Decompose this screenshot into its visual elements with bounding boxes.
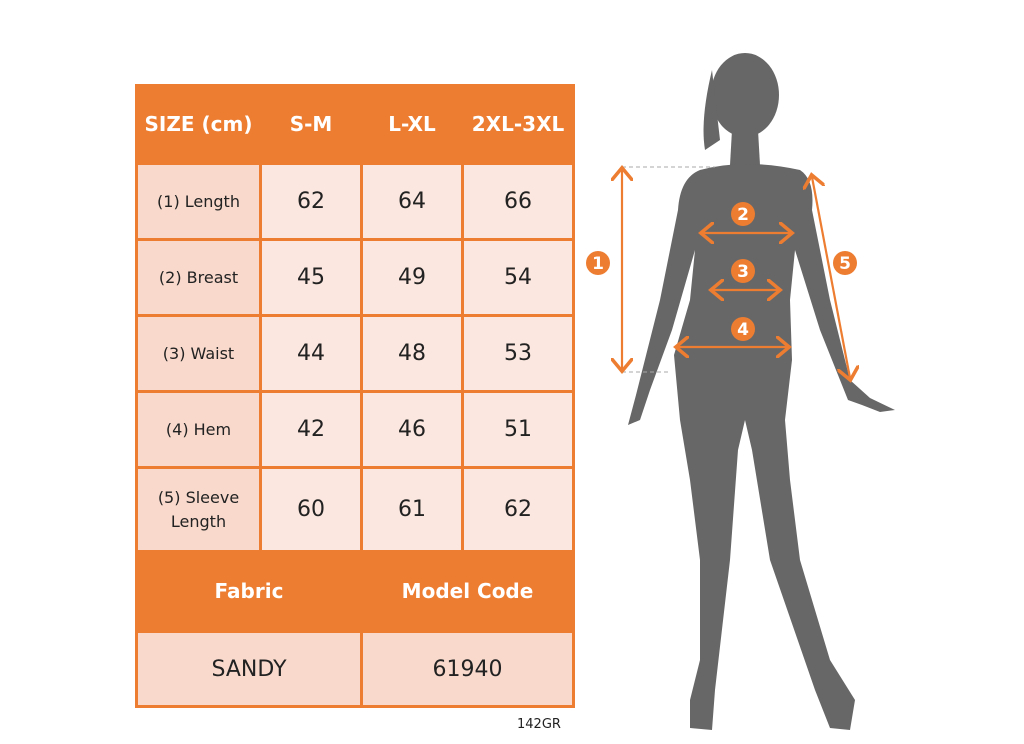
sleeve-arrow [812,177,850,378]
cell: 66 [461,162,575,241]
model-code-label: Model Code [360,550,575,633]
measurement-markers: 1 2 3 4 5 [586,202,857,341]
row-label: (3) Waist [135,314,262,393]
table-row: (5) Sleeve Length 60 61 62 [135,466,575,553]
fabric-value-row: SANDY 61940 [135,630,575,708]
cell: 61 [360,466,464,553]
fabric-label: Fabric [135,550,363,633]
cell: 54 [461,238,575,317]
cell: 42 [259,390,363,469]
svg-text:3: 3 [737,262,749,282]
svg-text:5: 5 [839,254,851,274]
model-code-value: 61940 [360,630,575,708]
row-label: (2) Breast [135,238,262,317]
row-label: (4) Hem [135,390,262,469]
table-row: (3) Waist 44 48 53 [135,314,575,393]
header-2xl-3xl: 2XL-3XL [461,84,575,165]
row-label: (1) Length [135,162,262,241]
cell: 53 [461,314,575,393]
header-s-m: S-M [259,84,363,165]
cell: 48 [360,314,464,393]
table-row: (1) Length 62 64 66 [135,162,575,241]
cell: 46 [360,390,464,469]
cell: 62 [461,466,575,553]
cell: 49 [360,238,464,317]
product-code: 142GR [517,717,561,732]
svg-text:1: 1 [592,254,604,274]
measurement-arrows [622,170,850,378]
fabric-header-row: Fabric Model Code [135,550,575,633]
cell: 45 [259,238,363,317]
svg-text:4: 4 [737,320,749,340]
svg-text:2: 2 [737,205,749,225]
row-label: (5) Sleeve Length [135,466,262,553]
cell: 60 [259,466,363,553]
fabric-value: SANDY [135,630,363,708]
cell: 64 [360,162,464,241]
woman-silhouette [628,53,895,730]
table-header-row: SIZE (cm) S-M L-XL 2XL-3XL [135,84,575,165]
table-row: (2) Breast 45 49 54 [135,238,575,317]
cell: 51 [461,390,575,469]
cell: 62 [259,162,363,241]
size-chart-table: SIZE (cm) S-M L-XL 2XL-3XL (1) Length 62… [135,84,575,708]
cell: 44 [259,314,363,393]
table-row: (4) Hem 42 46 51 [135,390,575,469]
header-size: SIZE (cm) [135,84,262,165]
header-l-xl: L-XL [360,84,464,165]
